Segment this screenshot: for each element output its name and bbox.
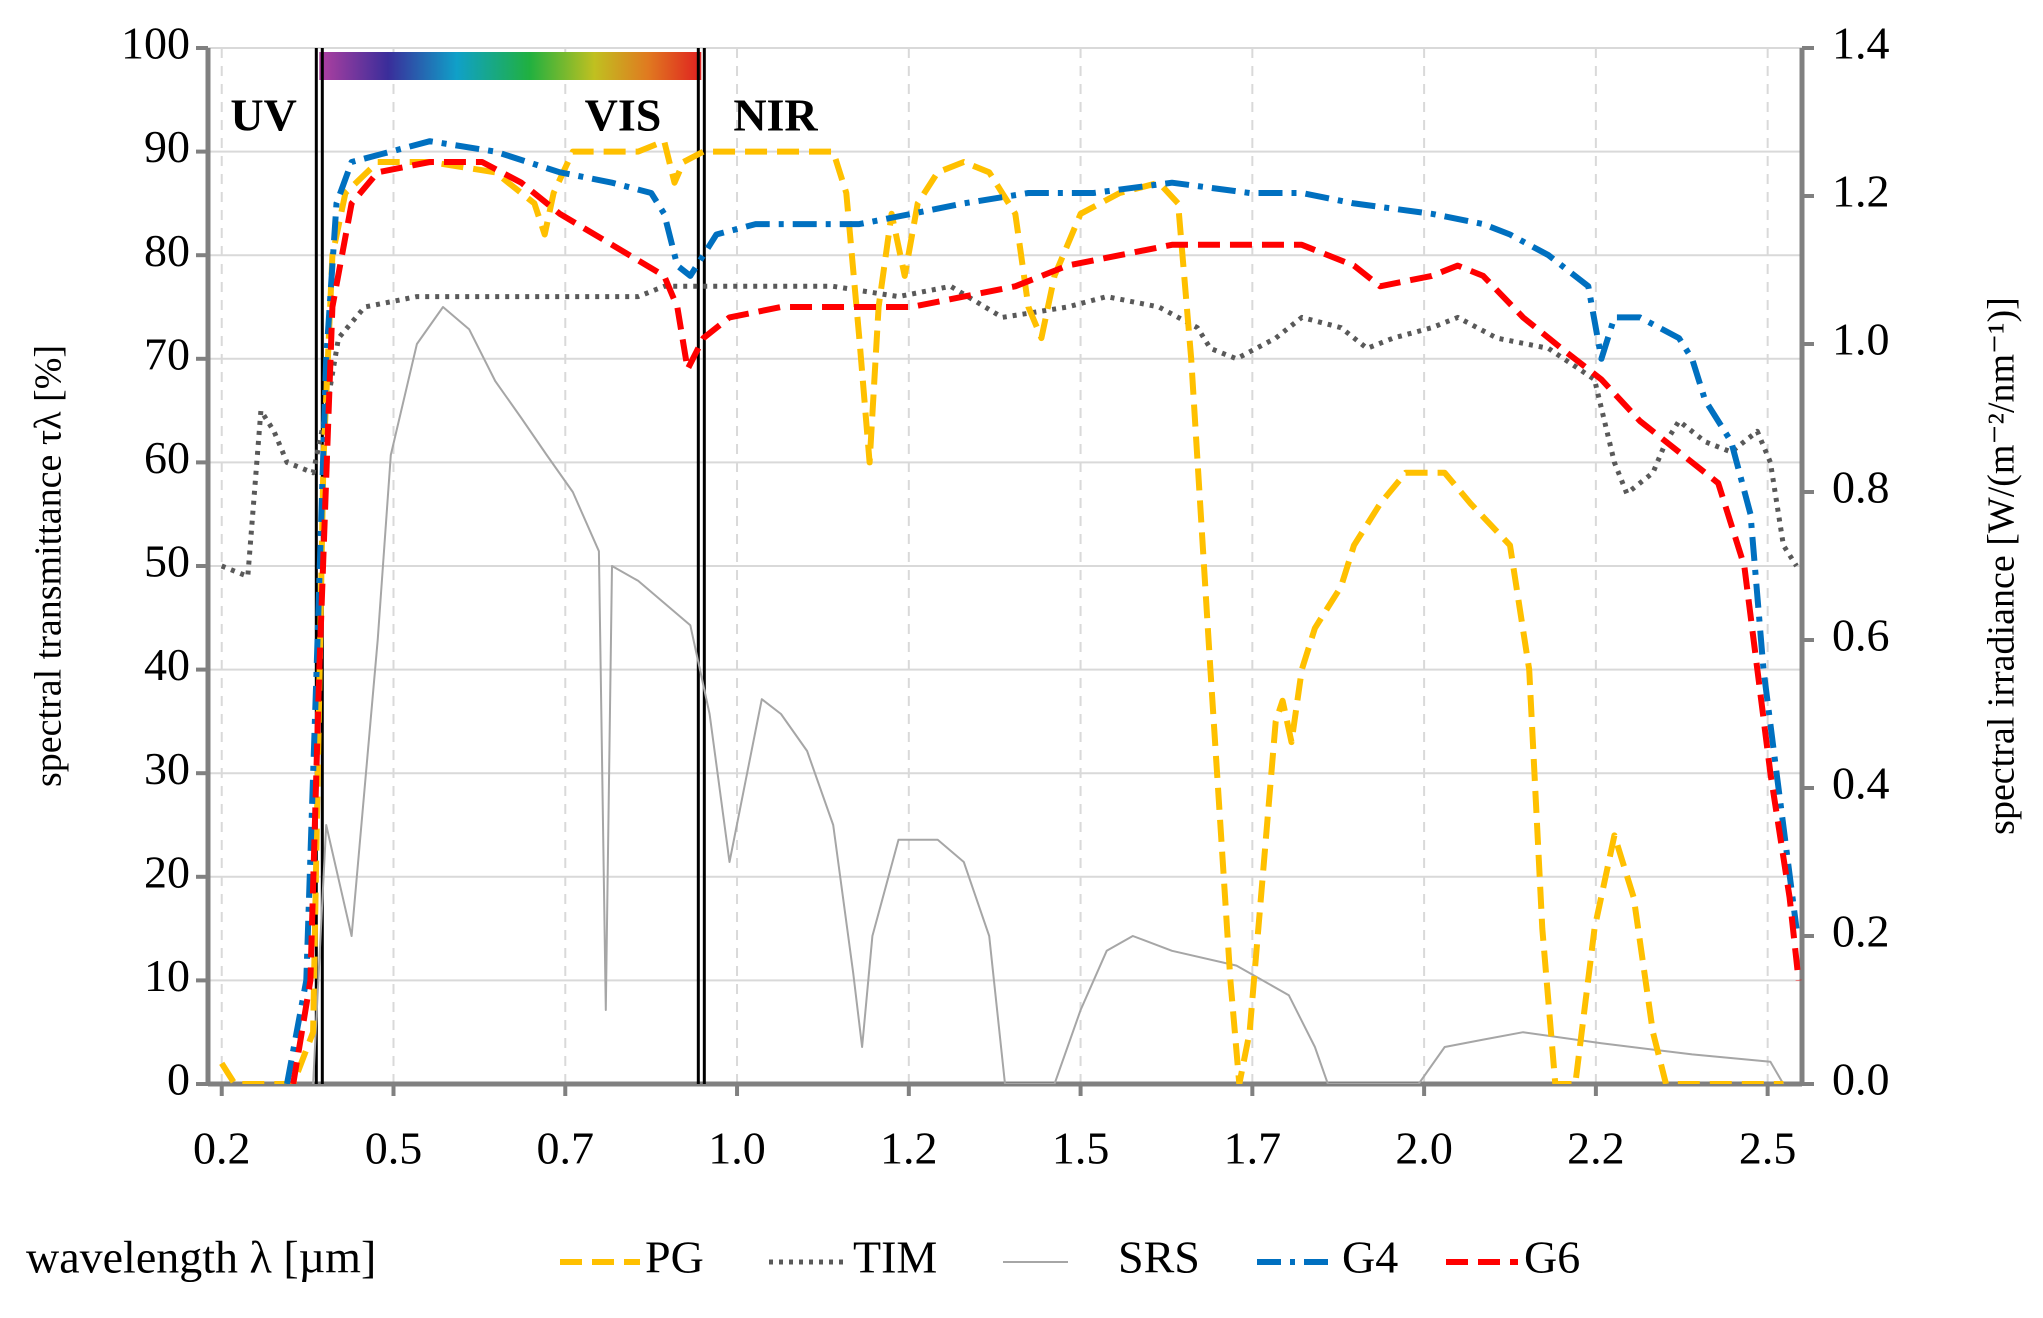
- y-tick-label: 80: [144, 225, 190, 276]
- y-tick-label: 20: [144, 846, 190, 897]
- region-label: NIR: [733, 90, 818, 141]
- x-tick-label: 1.5: [1052, 1123, 1110, 1174]
- y2-tick-label: 1.2: [1832, 166, 1890, 217]
- y-tick-label: 40: [144, 639, 190, 690]
- region-label: UV: [230, 90, 296, 141]
- y-tick-label: 50: [144, 536, 190, 587]
- series-line: [284, 138, 1800, 1084]
- y2-tick-label: 1.0: [1832, 314, 1890, 365]
- x-tick-label: 0.5: [365, 1123, 423, 1174]
- y-tick-label: 10: [144, 950, 190, 1001]
- x-tick-label: 1.7: [1224, 1123, 1282, 1174]
- y2-axis-title: spectral irradiance [W/(m⁻²/nm⁻¹)]: [1981, 297, 2023, 835]
- y-tick-label: 70: [144, 328, 190, 379]
- series-line: [219, 138, 1784, 1084]
- y2-tick-label: 1.4: [1832, 18, 1890, 69]
- y-tick-label: 0: [167, 1054, 190, 1105]
- x-tick-label: 1.2: [880, 1123, 938, 1174]
- series-line: [290, 159, 1802, 1084]
- legend-label: TIM: [853, 1232, 937, 1283]
- y2-tick-label: 0.4: [1832, 758, 1890, 809]
- visible-spectrum-bar: [319, 52, 702, 80]
- y2-tick-label: 0.6: [1832, 610, 1890, 661]
- region-label: VIS: [585, 90, 662, 141]
- x-tick-label: 2.0: [1395, 1123, 1453, 1174]
- y-axis-title: spectral transmittance τλ [%]: [28, 345, 70, 787]
- legend-label: G6: [1524, 1232, 1580, 1283]
- y-tick-label: 90: [144, 121, 190, 172]
- y-tick-label: 60: [144, 432, 190, 483]
- y2-tick-label: 0.0: [1832, 1054, 1890, 1105]
- x-tick-label: 1.0: [708, 1123, 766, 1174]
- y-tick-label: 30: [144, 743, 190, 794]
- x-tick-label: 2.5: [1739, 1123, 1797, 1174]
- x-tick-label: 0.7: [537, 1123, 595, 1174]
- x-axis-title: wavelength λ [µm]: [26, 1232, 376, 1283]
- legend-label: SRS: [1118, 1232, 1200, 1283]
- y-tick-label: 100: [121, 18, 190, 69]
- series-line: [312, 306, 1785, 1084]
- x-tick-label: 0.2: [193, 1123, 251, 1174]
- x-tick-label: 2.2: [1567, 1123, 1625, 1174]
- y2-tick-label: 0.2: [1832, 906, 1890, 957]
- legend-label: PG: [645, 1232, 704, 1283]
- legend-label: G4: [1342, 1232, 1398, 1283]
- y2-tick-label: 0.8: [1832, 462, 1890, 513]
- series-line: [220, 283, 1799, 579]
